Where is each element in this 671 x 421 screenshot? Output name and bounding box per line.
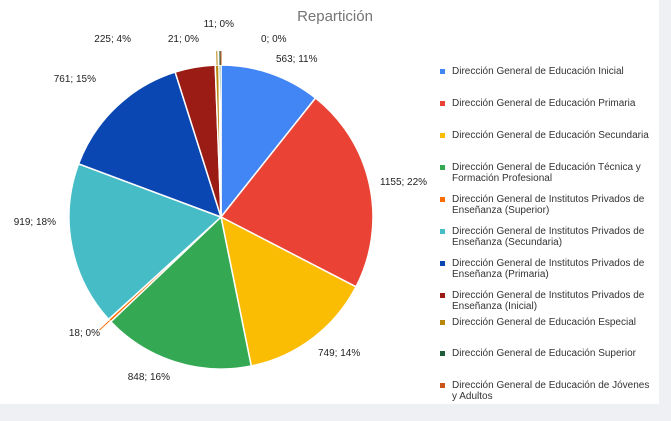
data-label-5: 18; 0% — [69, 328, 100, 339]
data-labels: 563; 11% 1155; 22% 749; 14% 848; 16% 18; 0% 9… — [14, 19, 427, 383]
legend-label-11: Dirección General de Educación de Jóvene… — [452, 380, 650, 402]
legend-swatch-5 — [440, 197, 445, 202]
legend-item-8[interactable]: Dirección General de Institutos Privados… — [440, 290, 654, 312]
pie-slices — [68, 64, 374, 370]
legend-item-11[interactable]: Dirección General de Educación de Jóvene… — [440, 380, 654, 402]
pie-slice-7[interactable] — [77, 71, 223, 219]
legend-item-3[interactable]: Dirección General de Educación Secundari… — [440, 130, 654, 141]
legend-label-3: Dirección General de Educación Secundari… — [452, 130, 649, 141]
data-label-2: 1155; 22% — [380, 177, 427, 188]
pie-slice-2[interactable] — [219, 96, 374, 288]
legend-item-4[interactable]: Dirección General de Educación Técnica y… — [440, 162, 654, 184]
legend-label-5: Dirección General de Institutos Privados… — [452, 194, 645, 216]
legend-item-1[interactable]: Dirección General de Educación Inicial — [440, 66, 654, 77]
data-label-10: 11; 0% — [204, 19, 234, 30]
legend-swatch-11 — [440, 383, 445, 388]
legend-item-5[interactable]: Dirección General de Institutos Privados… — [440, 194, 654, 216]
pie-slice-4[interactable] — [109, 215, 253, 370]
data-label-6: 919; 18% — [14, 217, 56, 228]
pie-slice-3[interactable] — [219, 215, 358, 367]
legend-item-7[interactable]: Dirección General de Institutos Privados… — [440, 258, 654, 280]
legend-item-10[interactable]: Dirección General de Educación Superior — [440, 348, 654, 359]
legend-swatch-2 — [440, 101, 445, 106]
data-label-1: 563; 11% — [276, 54, 318, 65]
pie-slice-6[interactable] — [68, 162, 223, 321]
data-label-8: 225; 4% — [94, 34, 131, 45]
data-label-4: 848; 16% — [128, 372, 170, 383]
legend-label-1: Dirección General de Educación Inicial — [452, 66, 624, 77]
data-label-9: 21; 0% — [168, 34, 199, 45]
legend-label-10: Dirección General de Educación Superior — [452, 348, 636, 359]
pie-slice-1[interactable] — [220, 64, 317, 220]
legend-item-2[interactable]: Dirección General de Educación Primaria — [440, 98, 654, 109]
legend-swatch-9 — [440, 320, 445, 325]
legend-label-9: Dirección General de Educación Especial — [452, 317, 636, 328]
data-label-11: 0; 0% — [261, 34, 287, 45]
legend-label-2: Dirección General de Educación Primaria — [452, 98, 636, 109]
legend-swatch-8 — [440, 293, 445, 298]
legend-label-4: Dirección General de Educación Técnica y… — [452, 162, 641, 184]
bottom-strip — [0, 404, 671, 421]
legend-swatch-4 — [440, 165, 445, 170]
legend-swatch-10 — [440, 351, 445, 356]
legend-item-9[interactable]: Dirección General de Educación Especial — [440, 317, 654, 328]
legend-swatch-1 — [440, 69, 445, 74]
legend-label-7: Dirección General de Institutos Privados… — [452, 258, 645, 280]
legend-label-8: Dirección General de Institutos Privados… — [452, 290, 645, 312]
leader-line-5 — [99, 320, 111, 331]
legend-label-6: Dirección General de Institutos Privados… — [452, 226, 645, 248]
legend-item-6[interactable]: Dirección General de Institutos Privados… — [440, 226, 654, 248]
legend-swatch-6 — [440, 229, 445, 234]
chart-title: Repartición — [297, 8, 373, 25]
data-label-7: 761; 15% — [54, 74, 96, 85]
legend-swatch-3 — [440, 133, 445, 138]
legend-swatch-7 — [440, 261, 445, 266]
data-label-3: 749; 14% — [318, 348, 360, 359]
